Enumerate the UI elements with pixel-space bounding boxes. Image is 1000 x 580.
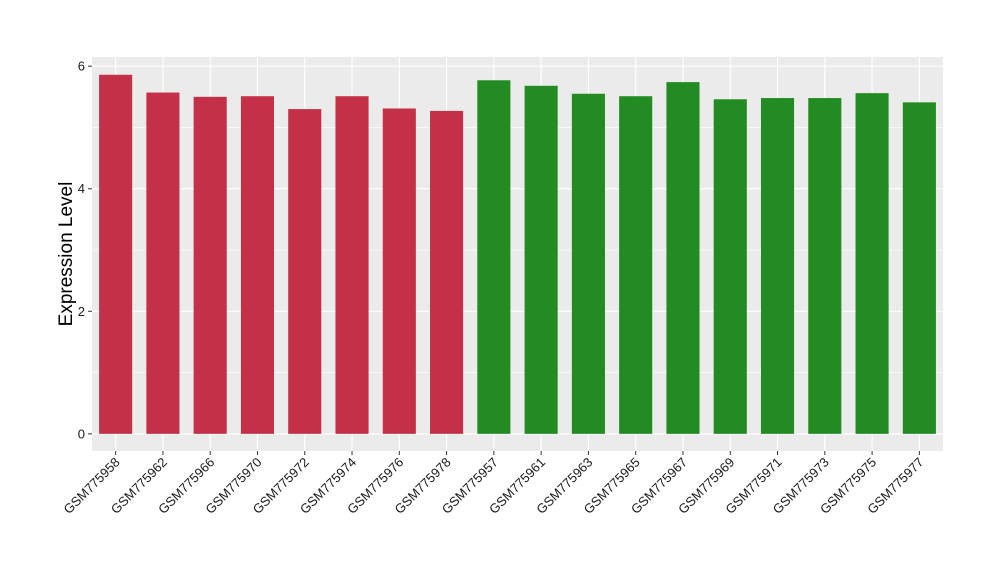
bar-GSM775962 (146, 92, 180, 434)
y-tick-label: 4 (78, 181, 85, 196)
y-axis: 0 2 4 6 (78, 59, 92, 441)
plot-panel (92, 57, 943, 451)
bar-GSM775963 (571, 93, 605, 434)
y-tick-label: 6 (78, 59, 85, 74)
bar-GSM775978 (430, 110, 464, 434)
bar-GSM775961 (524, 85, 558, 434)
bar-GSM775977 (902, 102, 936, 434)
bars (99, 74, 936, 434)
bar-GSM775966 (193, 96, 227, 434)
bar-GSM775976 (382, 108, 416, 434)
bar-GSM775957 (477, 80, 511, 434)
y-tick-label: 0 (78, 426, 85, 441)
bar-GSM775972 (288, 109, 322, 434)
bar-GSM775971 (760, 98, 795, 434)
bar-GSM775974 (335, 96, 369, 434)
x-axis: GSM775958GSM775962GSM775966GSM775970GSM7… (61, 451, 926, 517)
bar-GSM775965 (619, 96, 653, 434)
bar-GSM775967 (666, 82, 700, 434)
y-tick-label: 2 (78, 304, 85, 319)
bar-GSM775958 (99, 74, 133, 434)
y-axis-title: Expression Level (56, 182, 77, 327)
bar-GSM775969 (713, 99, 747, 434)
bar-GSM775970 (240, 96, 275, 434)
bar-GSM775973 (808, 98, 842, 434)
bar-GSM775975 (855, 93, 889, 434)
